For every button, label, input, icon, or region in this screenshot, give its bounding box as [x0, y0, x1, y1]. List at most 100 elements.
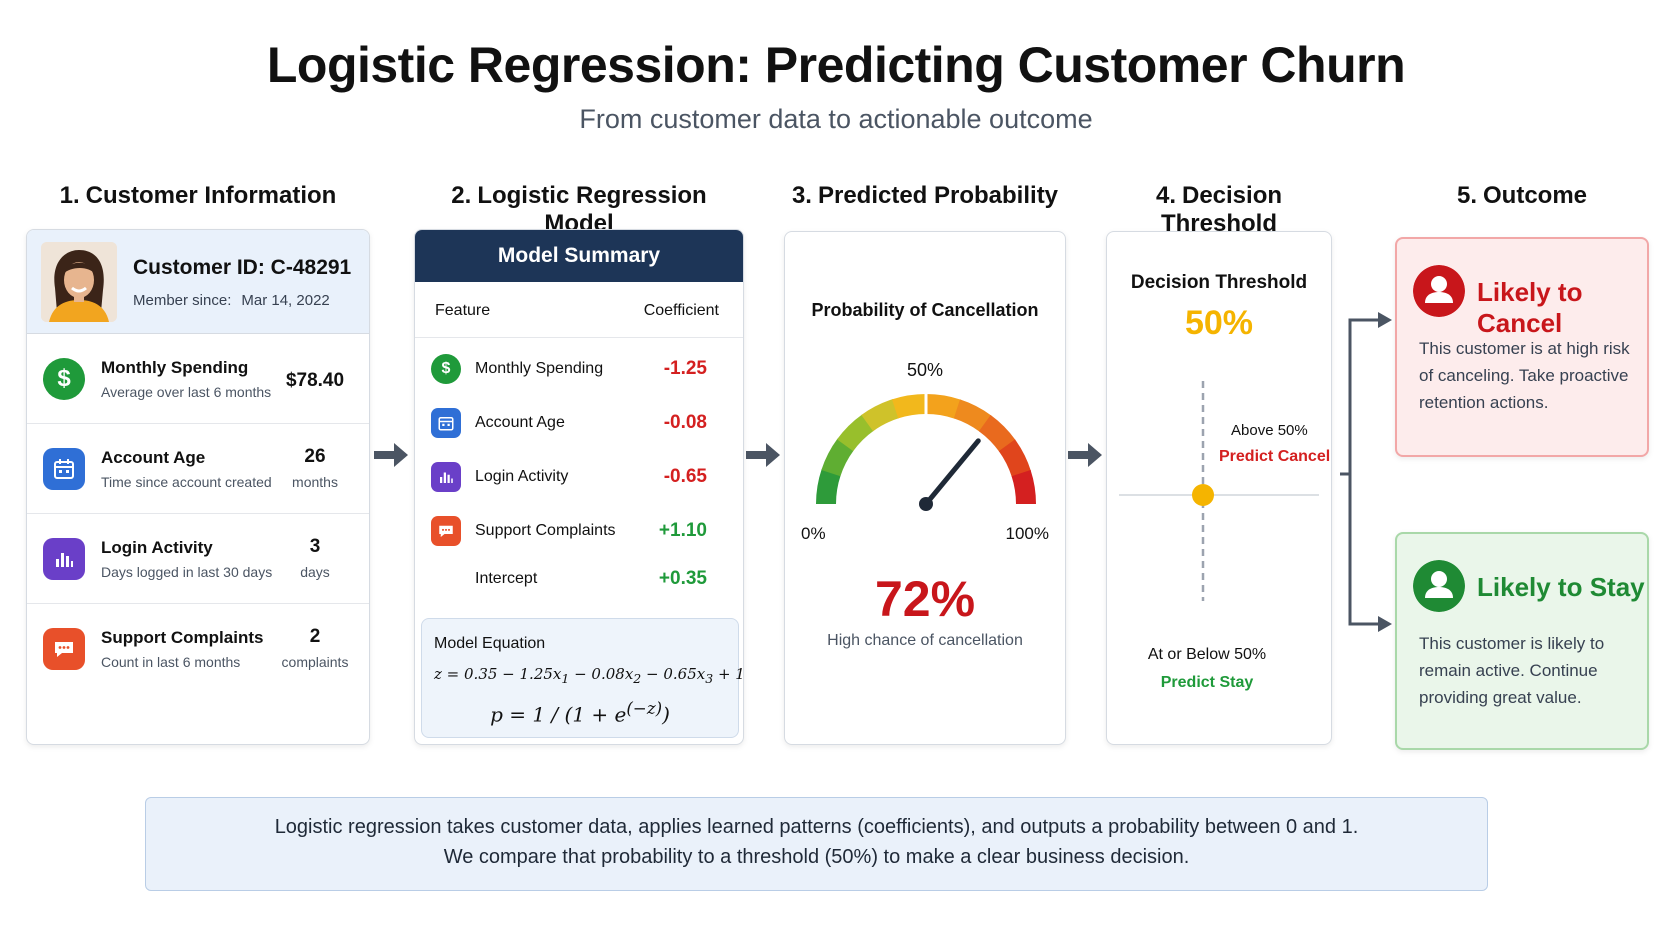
feature-row: $ Monthly Spending Average over last 6 m…	[27, 334, 369, 424]
customer-header: Customer ID: C-48291 Member since: Mar 14…	[27, 230, 369, 334]
feature-name: Monthly Spending	[101, 358, 249, 377]
step-label: Customer Information	[85, 182, 337, 209]
gauge-segment	[1011, 470, 1036, 505]
step-number: 4.	[1155, 182, 1176, 209]
step-label: Outcome	[1483, 182, 1588, 209]
model-coefficient: -0.08	[663, 412, 707, 433]
bar-chart-icon	[43, 538, 85, 580]
above-threshold-label: Above 50%	[1231, 422, 1308, 439]
feature-value: 2	[309, 626, 321, 647]
arrow-right-icon	[746, 443, 780, 467]
customer-id: Customer ID: C-48291	[133, 256, 352, 279]
step-heading-4: 4. Decision Threshold	[1096, 182, 1342, 238]
gauge-segment	[861, 399, 900, 432]
gauge-min-label: 0%	[801, 524, 826, 543]
model-coefficient: +1.10	[658, 520, 707, 541]
feature-unit: months	[292, 474, 338, 490]
threshold-card: Decision Threshold 50% Above 50% Predict…	[1106, 231, 1332, 745]
page-subtitle: From customer data to actionable outcome	[579, 104, 1093, 134]
model-header: Model Summary	[415, 230, 743, 282]
table-row: Login Activity -0.65	[415, 458, 743, 498]
chat-icon	[431, 516, 461, 546]
user-icon	[1413, 560, 1465, 612]
summary-note: Logistic regression takes customer data,…	[145, 797, 1488, 891]
outcome-stay-card: Likely to Stay This customer is likely t…	[1395, 532, 1649, 750]
model-coefficient: -0.65	[663, 466, 707, 487]
threshold-scale	[1119, 381, 1319, 601]
user-icon	[1413, 265, 1465, 317]
model-feature-name: Intercept	[475, 570, 538, 587]
feature-name: Login Activity	[101, 538, 213, 557]
feature-name: Account Age	[101, 448, 206, 467]
gauge-segment	[821, 438, 854, 477]
outcome-stay-text: This customer is likely to remain active…	[1419, 634, 1605, 707]
summary-line-2: We compare that probability to a thresho…	[443, 846, 1190, 868]
table-row: Account Age -0.08	[415, 404, 743, 444]
sigmoid-equation: p = 1 / (1 + e(−z))	[490, 699, 670, 727]
step-heading-5: 5. Outcome	[1395, 182, 1649, 210]
step-heading-3: 3. Predicted Probability	[784, 182, 1066, 210]
probability-title: Probability of Cancellation	[811, 300, 1039, 320]
gauge-needle	[923, 438, 981, 507]
feature-row: Support Complaints Count in last 6 month…	[27, 604, 369, 694]
customer-card: Customer ID: C-48291 Member since: Mar 14…	[26, 229, 370, 745]
step-label: Decision Threshold	[1160, 182, 1283, 237]
outcome-cancel-card: Likely to Cancel This customer is at hig…	[1395, 237, 1649, 457]
step-heading-1: 1. Customer Information	[26, 182, 370, 210]
equation-label: Model Equation	[434, 635, 546, 652]
gauge-segment	[978, 415, 1016, 453]
feature-column-header: Feature	[435, 302, 491, 319]
calendar-icon	[431, 408, 461, 438]
feature-desc: Time since account created	[101, 474, 272, 490]
step-label: Predicted Probability	[817, 182, 1059, 209]
gauge-segment	[953, 399, 992, 432]
above-threshold-prediction: Predict Cancel	[1219, 448, 1331, 465]
feature-desc: Days logged in last 30 days	[101, 564, 273, 580]
calendar-icon	[43, 448, 85, 490]
below-threshold-label: At or Below 50%	[1147, 646, 1267, 663]
model-feature-name: Login Activity	[475, 468, 569, 485]
feature-value: 26	[304, 446, 326, 467]
table-header: Feature Coefficient	[415, 282, 743, 338]
table-row: Support Complaints +1.10	[415, 512, 743, 552]
feature-name: Support Complaints	[101, 628, 264, 647]
feature-unit: complaints	[281, 654, 349, 670]
table-row: Intercept +0.35	[415, 560, 743, 600]
dollar-icon: $	[43, 358, 85, 400]
gauge-hub	[919, 497, 933, 511]
avatar	[41, 242, 117, 322]
step-number: 2.	[451, 182, 472, 209]
model-card: Model Summary Feature Coefficient $ Mont…	[414, 229, 744, 745]
feature-desc: Average over last 6 months	[101, 384, 272, 400]
member-since: Member since: Mar 14, 2022	[133, 292, 330, 309]
probability-value: 72%	[874, 571, 976, 627]
feature-desc: Count in last 6 months	[101, 654, 241, 670]
bar-chart-icon	[431, 462, 461, 492]
probability-gauge	[816, 392, 1036, 511]
outcome-cancel-title: Likely to Cancel	[1477, 277, 1583, 338]
model-equation-box: Model Equation z = 0.35 − 1.25x1 − 0.08x…	[421, 618, 743, 738]
model-feature-name: Support Complaints	[475, 522, 616, 539]
probability-card: Probability of Cancellation 50% 0% 100% …	[784, 231, 1066, 745]
summary-line-1: Logistic regression takes customer data,…	[274, 816, 1359, 838]
below-threshold-prediction: Predict Stay	[1160, 674, 1254, 691]
chat-icon	[43, 628, 85, 670]
model-coefficient: -1.25	[663, 358, 707, 379]
linear-equation: z = 0.35 − 1.25x1 − 0.08x2 − 0.65x3 + 1.…	[434, 665, 744, 686]
feature-value: 3	[309, 536, 321, 557]
probability-description: High chance of cancellation	[827, 632, 1023, 649]
coefficient-column-header: Coefficient	[643, 302, 719, 319]
arrow-right-icon	[374, 443, 408, 467]
member-since-label: Member since:	[133, 292, 232, 309]
outcome-stay-title: Likely to Stay	[1477, 572, 1645, 602]
step-number: 5.	[1456, 182, 1477, 209]
dollar-icon: $	[431, 354, 461, 384]
gauge-segment	[816, 468, 841, 505]
gauge-segment	[837, 414, 875, 452]
branch-connector	[1340, 312, 1392, 632]
model-feature-name: Monthly Spending	[475, 360, 604, 377]
model-coefficient: +0.35	[658, 568, 707, 589]
gauge-segment	[925, 394, 962, 419]
gauge-segment	[998, 439, 1031, 478]
model-feature-name: Account Age	[475, 414, 565, 431]
